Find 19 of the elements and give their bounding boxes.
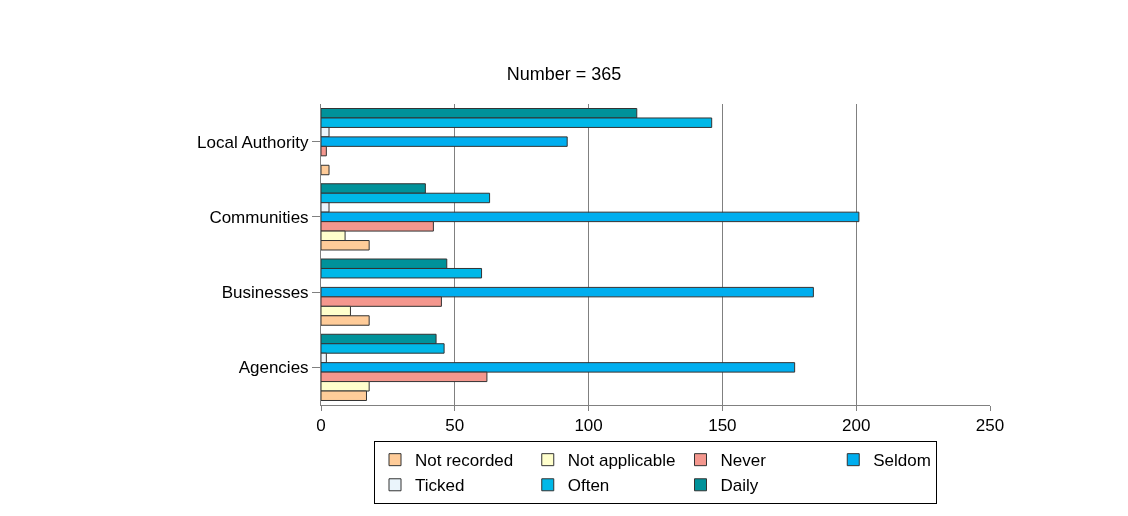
legend-label: Often <box>567 476 610 496</box>
legend-label: Daily <box>720 476 759 496</box>
x-tick-label: 100 <box>574 416 603 436</box>
y-tick-label: Local Authority <box>197 132 310 152</box>
chart-title: Number = 365 <box>506 63 622 84</box>
x-tick-label: 250 <box>975 416 1005 436</box>
bar <box>321 164 330 176</box>
y-tick-label: Communities <box>209 207 309 227</box>
legend-label: Not recorded <box>415 451 514 471</box>
x-tick-label: 50 <box>445 416 465 436</box>
legend-label: Not applicable <box>567 451 676 471</box>
y-tick-label: Agencies <box>238 358 309 378</box>
y-tick-label: Businesses <box>221 283 309 303</box>
legend-label: Never <box>720 451 767 471</box>
x-tick-label: 150 <box>708 416 737 436</box>
x-tick-label: 200 <box>842 416 871 436</box>
legend-label: Seldom <box>873 451 931 471</box>
x-tick-label: 0 <box>316 416 326 436</box>
legend-label: Ticked <box>415 476 465 496</box>
